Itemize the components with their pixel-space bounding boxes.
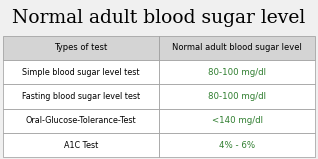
Text: 80-100 mg/dl: 80-100 mg/dl — [208, 68, 266, 77]
Text: Oral-Glucose-Tolerance-Test: Oral-Glucose-Tolerance-Test — [25, 116, 136, 125]
Bar — [3, 84, 159, 109]
Text: <140 mg/dl: <140 mg/dl — [212, 116, 263, 125]
Bar — [3, 109, 159, 133]
Text: Normal adult blood sugar level: Normal adult blood sugar level — [172, 43, 302, 52]
Bar — [3, 60, 159, 84]
Text: Simple blood sugar level test: Simple blood sugar level test — [22, 68, 140, 77]
Text: Normal adult blood sugar level: Normal adult blood sugar level — [12, 9, 306, 27]
Text: 4% - 6%: 4% - 6% — [219, 141, 255, 150]
Text: Types of test: Types of test — [54, 43, 107, 52]
Bar — [159, 133, 315, 157]
Text: 80-100 mg/dl: 80-100 mg/dl — [208, 92, 266, 101]
Bar — [159, 109, 315, 133]
Bar — [3, 36, 159, 60]
Bar — [3, 133, 159, 157]
Bar — [159, 60, 315, 84]
Bar — [159, 84, 315, 109]
Text: A1C Test: A1C Test — [64, 141, 98, 150]
Bar — [159, 36, 315, 60]
Text: Fasting blood sugar level test: Fasting blood sugar level test — [22, 92, 140, 101]
